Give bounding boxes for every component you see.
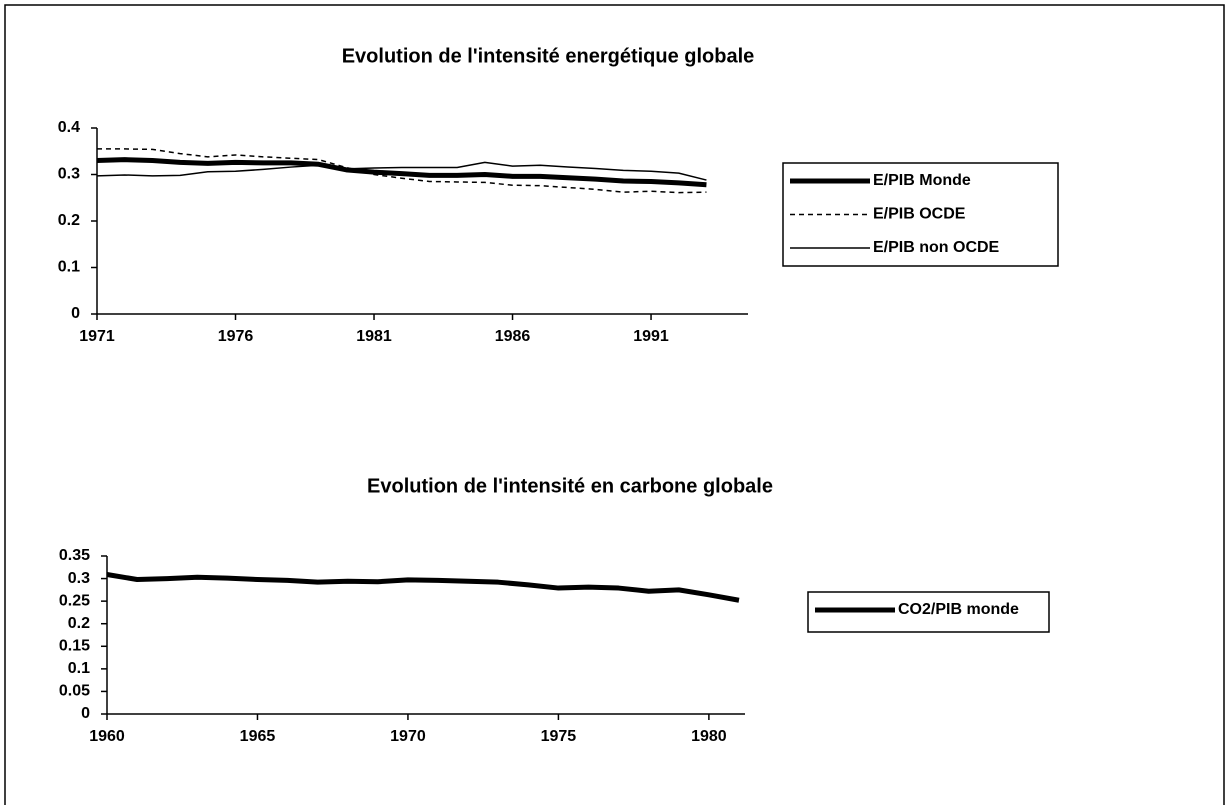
x-tick-label: 1980 (691, 728, 727, 745)
series-line (96, 161, 707, 181)
x-tick-label: 1975 (541, 728, 577, 745)
chart-title: Evolution de l'intensité en carbone glob… (367, 475, 773, 497)
y-tick-label: 0.25 (59, 592, 90, 609)
y-tick-label: 0.4 (58, 119, 80, 136)
x-tick-label: 1991 (633, 328, 669, 345)
legend-label: E/PIB Monde (873, 172, 971, 189)
series-line (97, 148, 707, 194)
y-tick-label: 0.3 (68, 570, 90, 587)
x-tick-label: 1976 (218, 328, 254, 345)
legend-box (807, 591, 1050, 633)
legend-label: E/PIB non OCDE (873, 239, 1000, 256)
series-line (106, 572, 740, 603)
legend-label: E/PIB OCDE (873, 206, 966, 223)
x-tick-label: 1971 (79, 328, 115, 345)
series-line (96, 157, 707, 188)
x-tick-label: 1970 (390, 728, 426, 745)
y-tick-label: 0.1 (58, 259, 80, 276)
x-tick-label: 1960 (89, 728, 125, 745)
y-tick-label: 0.2 (68, 615, 90, 632)
chart-title: Evolution de l'intensité energétique glo… (342, 45, 755, 67)
y-tick-label: 0 (71, 305, 80, 322)
x-tick-label: 1981 (356, 328, 392, 345)
legend-box (782, 162, 1059, 267)
y-tick-label: 0.3 (58, 166, 80, 183)
frame (4, 4, 1225, 805)
y-tick-label: 0.2 (58, 212, 80, 229)
y-tick-label: 0.35 (59, 547, 90, 564)
x-tick-label: 1965 (240, 728, 276, 745)
y-tick-label: 0.05 (59, 683, 90, 700)
y-tick-label: 0 (81, 705, 90, 722)
legend-label: CO2/PIB monde (898, 601, 1019, 618)
y-tick-label: 0.15 (59, 638, 90, 655)
x-tick-label: 1986 (495, 328, 531, 345)
y-tick-label: 0.1 (68, 660, 90, 677)
